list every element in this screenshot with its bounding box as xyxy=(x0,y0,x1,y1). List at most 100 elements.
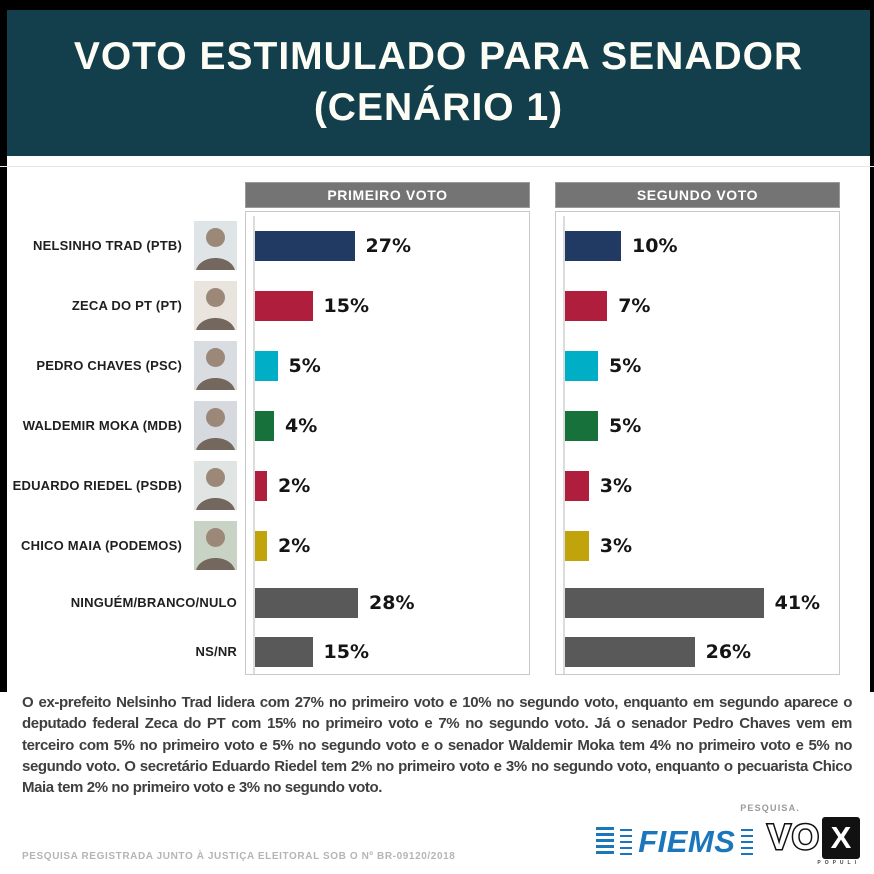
candidate-row-ningu-m-branco-nulo: NINGUÉM/BRANCO/NULO xyxy=(7,575,237,629)
bar-value-label: 15% xyxy=(323,641,369,663)
bar-value-label: 7% xyxy=(618,295,651,317)
panel-segundo-voto: SEGUNDO VOTO 10% 7% 5% 5% 3% 3% 41% 26% xyxy=(555,182,840,675)
bars-segundo-voto: 10% 7% 5% 5% 3% 3% 41% 26% xyxy=(563,216,839,674)
bar-row-primeiro-voto-pedro-chaves-psc: 5% xyxy=(255,336,529,396)
candidate-name: NINGUÉM/BRANCO/NULO xyxy=(70,594,237,610)
bar-value-label: 28% xyxy=(369,592,415,614)
candidate-row-eduardo-riedel-psdb: EDUARDO RIEDEL (PSDB) xyxy=(7,455,237,515)
candidate-name: CHICO MAIA (PODEMOS) xyxy=(21,537,182,553)
bar-value-label: 2% xyxy=(278,535,311,557)
fiems-logo: FIEMS xyxy=(596,824,754,860)
bar-segundo-voto-pedro-chaves-psc xyxy=(565,351,598,381)
person-silhouette-icon xyxy=(196,467,235,510)
bar-value-label: 4% xyxy=(285,415,318,437)
bar-segundo-voto-ns-nr xyxy=(565,637,695,667)
candidate-row-zeca-do-pt-pt: ZECA DO PT (PT) xyxy=(7,275,237,335)
vox-wordmark-vo: VO xyxy=(766,817,821,859)
registration-note: PESQUISA REGISTRADA JUNTO À JUSTIÇA ELEI… xyxy=(22,851,456,862)
vox-wordmark-x: X xyxy=(822,817,860,859)
bar-segundo-voto-nelsinho-trad-ptb xyxy=(565,231,621,261)
bar-row-primeiro-voto-nelsinho-trad-ptb: 27% xyxy=(255,216,529,276)
bar-value-label: 26% xyxy=(705,641,752,663)
candidate-row-chico-maia-podemos: CHICO MAIA (PODEMOS) xyxy=(7,515,237,575)
bar-value-label: 41% xyxy=(774,592,821,614)
panel-primeiro-voto: PRIMEIRO VOTO 27% 15% 5% 4% 2% 2% 28% 15% xyxy=(245,182,530,675)
bar-row-segundo-voto-chico-maia-podemos: 3% xyxy=(565,516,839,576)
frame-border-top xyxy=(0,0,874,10)
candidate-photo xyxy=(194,220,237,270)
bar-primeiro-voto-nelsinho-trad-ptb xyxy=(255,231,355,261)
panel-body-primeiro-voto: 27% 15% 5% 4% 2% 2% 28% 15% xyxy=(245,211,530,675)
bar-row-segundo-voto-zeca-do-pt-pt: 7% xyxy=(565,276,839,336)
candidate-photo xyxy=(194,280,237,330)
chart-area: NELSINHO TRAD (PTB) ZECA DO PT (PT) PEDRO … xyxy=(7,182,840,675)
candidate-row-pedro-chaves-psc: PEDRO CHAVES (PSC) xyxy=(7,335,237,395)
bar-row-primeiro-voto-chico-maia-podemos: 2% xyxy=(255,516,529,576)
footer-logos: PESQUISA. FIEMS VO X POPULI xyxy=(596,803,860,866)
page-title-line2: (CENÁRIO 1) xyxy=(313,86,564,129)
bar-primeiro-voto-eduardo-riedel-psdb xyxy=(255,471,267,501)
fiems-dash-icon xyxy=(620,828,633,855)
panel-header-segundo-voto: SEGUNDO VOTO xyxy=(555,182,840,208)
candidate-photo xyxy=(194,460,237,510)
page-title: VOTO ESTIMULADO PARA SENADOR (CENÁRIO 1) xyxy=(74,32,803,133)
person-silhouette-icon xyxy=(196,527,235,570)
candidate-row-waldemir-moka-mdb: WALDEMIR MOKA (MDB) xyxy=(7,395,237,455)
bar-value-label: 5% xyxy=(609,415,642,437)
fiems-emblem-icon xyxy=(596,826,615,857)
bar-primeiro-voto-ns-nr xyxy=(255,637,313,667)
candidate-name: PEDRO CHAVES (PSC) xyxy=(36,357,182,373)
bar-row-segundo-voto-eduardo-riedel-psdb: 3% xyxy=(565,456,839,516)
bar-value-label: 5% xyxy=(288,355,321,377)
candidates-column: NELSINHO TRAD (PTB) ZECA DO PT (PT) PEDRO … xyxy=(7,211,245,675)
bar-segundo-voto-ningu-m-branco-nulo xyxy=(565,588,764,618)
bar-primeiro-voto-chico-maia-podemos xyxy=(255,531,267,561)
bar-value-label: 3% xyxy=(599,475,633,497)
fiems-dash-icon xyxy=(741,828,754,855)
bar-row-segundo-voto-ningu-m-branco-nulo: 41% xyxy=(565,576,839,630)
candidate-photo xyxy=(194,340,237,390)
page-title-line1: VOTO ESTIMULADO PARA SENADOR xyxy=(73,35,804,79)
candidate-name: EDUARDO RIEDEL (PSDB) xyxy=(12,477,182,493)
bar-segundo-voto-eduardo-riedel-psdb xyxy=(565,471,589,501)
bar-primeiro-voto-waldemir-moka-mdb xyxy=(255,411,274,441)
vox-logo: VO X POPULI xyxy=(766,817,860,866)
bar-segundo-voto-waldemir-moka-mdb xyxy=(565,411,598,441)
bar-value-label: 15% xyxy=(323,295,369,317)
title-band: VOTO ESTIMULADO PARA SENADOR (CENÁRIO 1) xyxy=(7,10,870,156)
header-divider xyxy=(0,166,874,167)
bar-value-label: 10% xyxy=(632,235,678,257)
bar-row-primeiro-voto-ningu-m-branco-nulo: 28% xyxy=(255,576,529,630)
bar-value-label: 2% xyxy=(278,475,311,497)
bar-value-label: 5% xyxy=(609,355,642,377)
panel-body-segundo-voto: 10% 7% 5% 5% 3% 3% 41% 26% xyxy=(555,211,840,675)
panel-title: SEGUNDO VOTO xyxy=(636,187,759,203)
bars-primeiro-voto: 27% 15% 5% 4% 2% 2% 28% 15% xyxy=(253,216,529,674)
bar-segundo-voto-zeca-do-pt-pt xyxy=(565,291,608,321)
bar-row-primeiro-voto-eduardo-riedel-psdb: 2% xyxy=(255,456,529,516)
bar-row-primeiro-voto-ns-nr: 15% xyxy=(255,630,529,674)
candidate-name: WALDEMIR MOKA (MDB) xyxy=(22,417,182,433)
bar-segundo-voto-chico-maia-podemos xyxy=(565,531,589,561)
person-silhouette-icon xyxy=(196,227,235,270)
pesquisa-label: PESQUISA. xyxy=(740,803,800,813)
bar-row-segundo-voto-nelsinho-trad-ptb: 10% xyxy=(565,216,839,276)
bar-primeiro-voto-pedro-chaves-psc xyxy=(255,351,278,381)
frame-border-right xyxy=(870,0,874,692)
bar-row-segundo-voto-pedro-chaves-psc: 5% xyxy=(565,336,839,396)
person-silhouette-icon xyxy=(196,287,235,330)
panel-title: PRIMEIRO VOTO xyxy=(327,187,448,203)
panel-gap xyxy=(530,182,555,675)
logo-row: FIEMS VO X POPULI xyxy=(596,817,860,866)
summary-paragraph: O ex-prefeito Nelsinho Trad lidera com 2… xyxy=(22,694,852,797)
bar-value-label: 27% xyxy=(365,235,411,257)
candidate-row-ns-nr: NS/NR xyxy=(7,629,237,673)
candidate-photo xyxy=(194,400,237,450)
bar-primeiro-voto-zeca-do-pt-pt xyxy=(255,291,313,321)
panel-header-primeiro-voto: PRIMEIRO VOTO xyxy=(245,182,530,208)
candidate-name: NS/NR xyxy=(195,643,237,659)
bar-row-segundo-voto-ns-nr: 26% xyxy=(565,630,839,674)
bar-primeiro-voto-ningu-m-branco-nulo xyxy=(255,588,358,618)
vox-subtext: POPULI xyxy=(817,860,860,866)
